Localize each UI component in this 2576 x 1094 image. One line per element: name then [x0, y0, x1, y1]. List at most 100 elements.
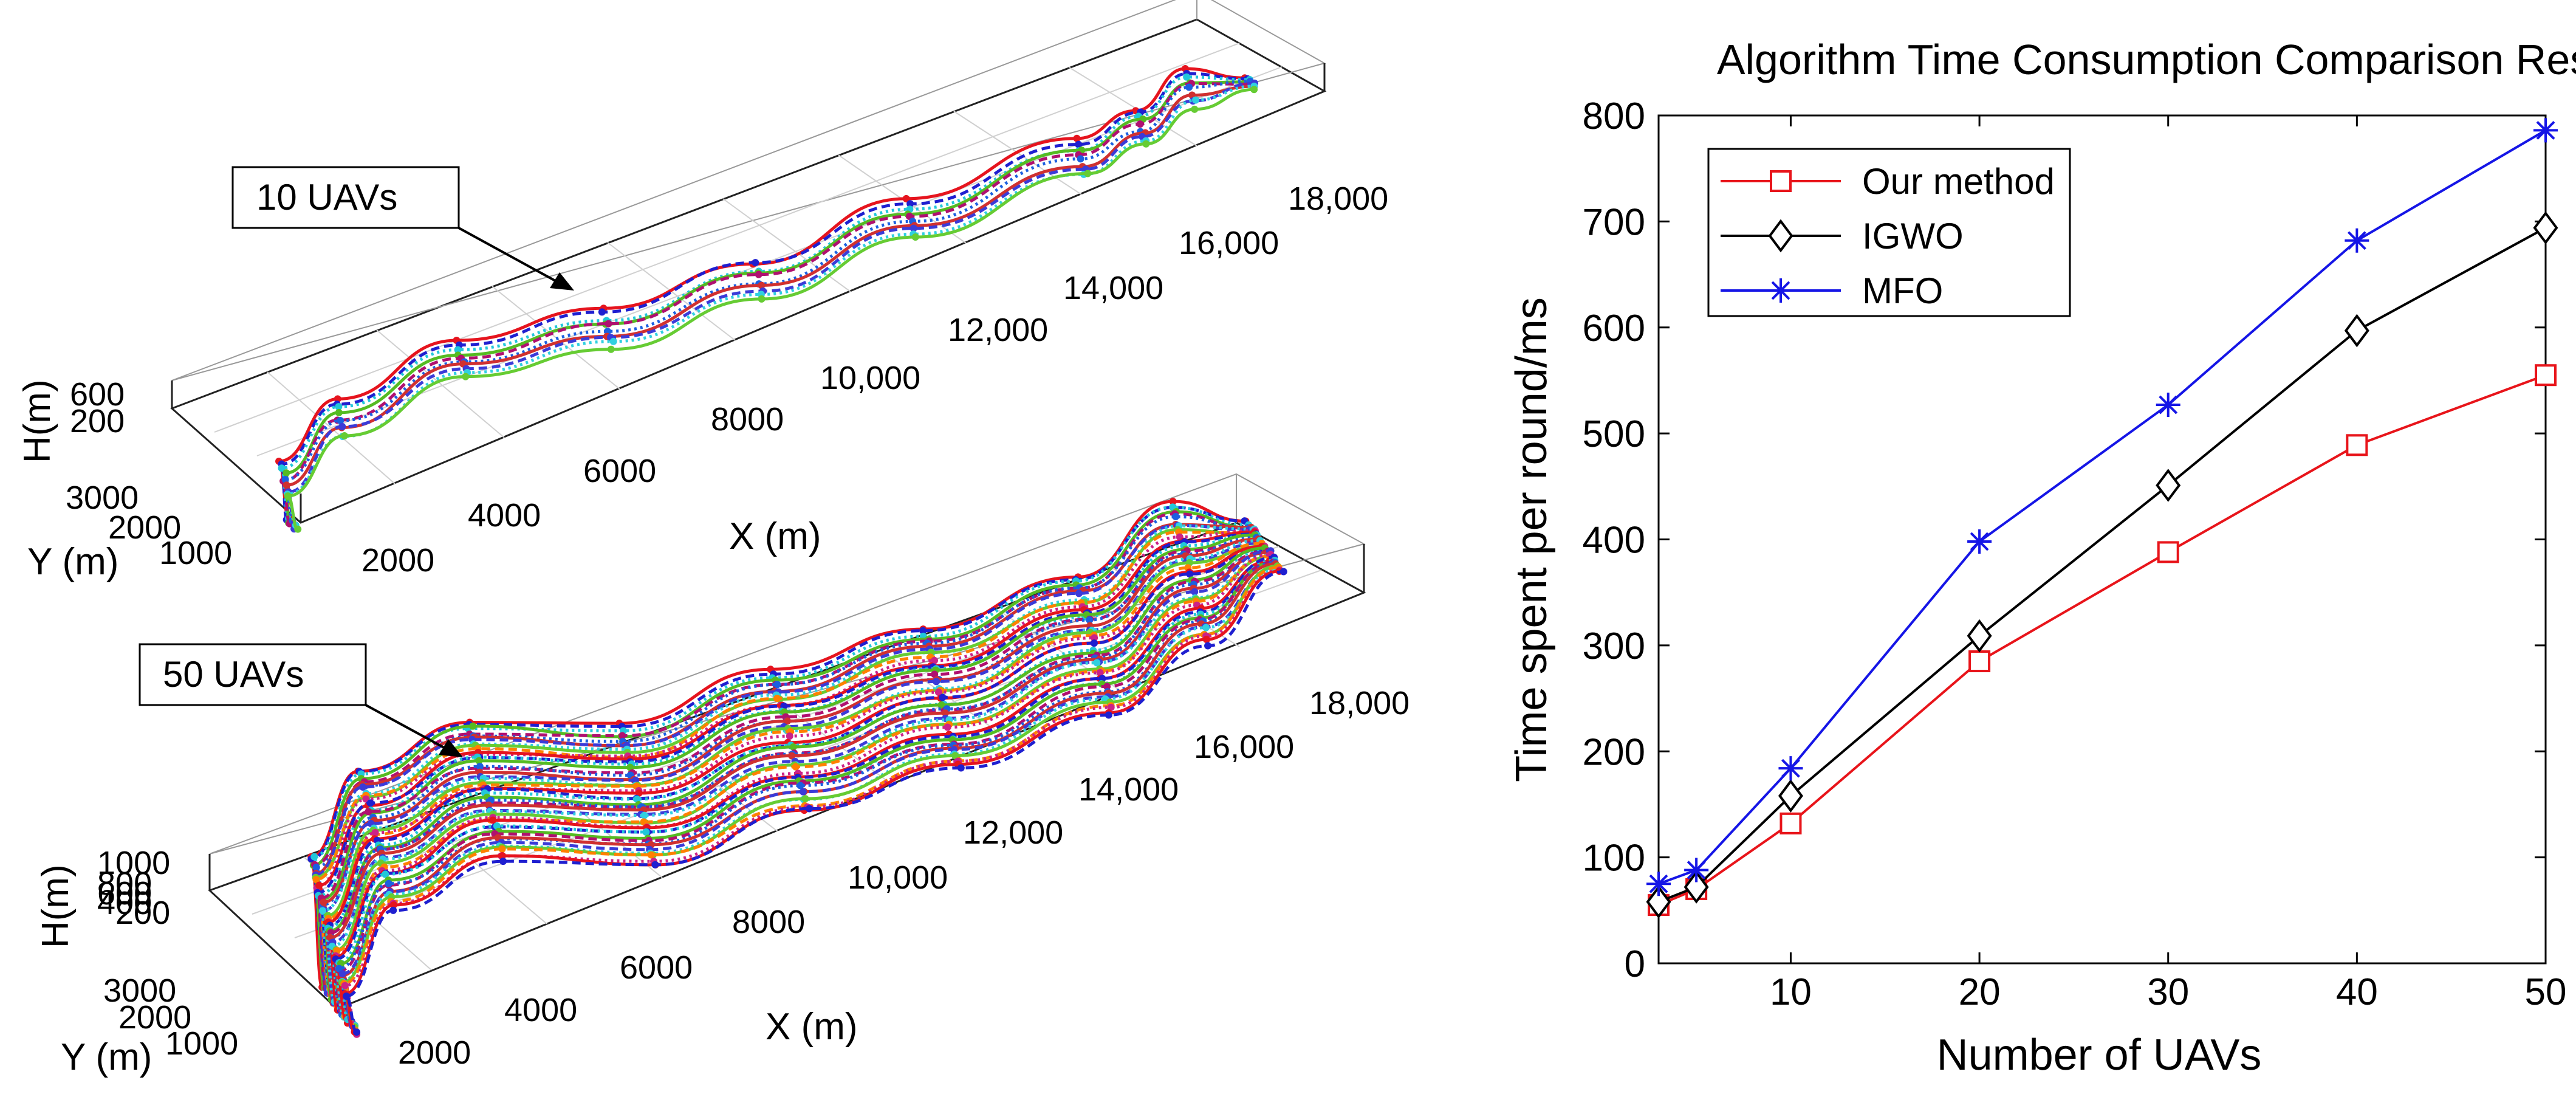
uav-waypoint [334, 395, 341, 403]
uav-path [334, 552, 1271, 1020]
uav-path [323, 542, 1261, 1005]
data-point [2533, 211, 2558, 245]
y-tick-label: 600 [1583, 308, 1645, 349]
uav-waypoint [642, 828, 650, 836]
uav-waypoint [792, 763, 800, 771]
uav-waypoint [783, 717, 791, 725]
data-point [1684, 858, 1709, 882]
uav-waypoint [911, 233, 919, 241]
uav-waypoint [902, 194, 910, 202]
uav-waypoint [1075, 140, 1083, 148]
data-point [2345, 228, 2369, 253]
uav-path [339, 561, 1272, 1027]
x-tick-label: 10 [1770, 971, 1812, 1013]
uav-path [342, 565, 1279, 1032]
uav-waypoint [1136, 120, 1144, 128]
uav-waypoint [353, 1028, 361, 1036]
uav-waypoint [1075, 590, 1083, 597]
uav-path [327, 545, 1265, 1011]
top-x-tick: 2000 [361, 542, 434, 579]
uav-waypoint [1191, 588, 1199, 596]
legend-box [1707, 148, 2071, 317]
top-x-tick: 8000 [711, 401, 784, 438]
uav-path [343, 568, 1280, 1036]
bottom-z-tick: 800 [97, 865, 152, 902]
legend-marker [1770, 170, 1792, 192]
uav-waypoint [498, 845, 506, 853]
uav-waypoint [278, 464, 286, 472]
bottom-uav-paths [307, 498, 1287, 1038]
bottom-z-tick: 600 [97, 875, 152, 912]
top-y-tick: 1000 [159, 535, 232, 571]
bottom-z-tick: 400 [97, 885, 152, 921]
uav-waypoint [359, 783, 367, 791]
uav-waypoint [773, 681, 781, 689]
data-point [1684, 870, 1709, 904]
uav-waypoint [598, 308, 606, 316]
y-tick-label: 0 [1625, 943, 1645, 985]
series-mfo [1646, 118, 2558, 896]
uav-path [331, 554, 1271, 1019]
uav-path [321, 538, 1260, 1003]
uav-waypoint [1169, 498, 1177, 506]
bottom-x-tick: 18,000 [1309, 685, 1410, 721]
uav-waypoint [934, 689, 942, 697]
top-x-tick: 10,000 [820, 360, 920, 396]
top-callout-label: 10 UAVs [256, 177, 397, 218]
uav-waypoint [1279, 568, 1287, 576]
legend-marker [1769, 278, 1793, 303]
uav-waypoint [319, 907, 327, 915]
uav-waypoint [493, 822, 501, 830]
bottom-x-tick: 12,000 [963, 814, 1063, 851]
uav-waypoint [773, 695, 781, 703]
uav-path [337, 561, 1275, 1025]
data-point [1967, 529, 1992, 554]
data-point [2156, 393, 2180, 418]
uav-waypoint [340, 432, 348, 440]
data-point [2344, 314, 2369, 348]
uav-path [338, 560, 1273, 1025]
top-3d-plot: 2000 4000 6000 8000 10,000 12,000 14,000… [16, 0, 1388, 583]
x-axis-label: Number of UAVs [1937, 1031, 2262, 1079]
legend-label: Our method [1862, 161, 2055, 202]
uav-waypoint [337, 416, 344, 424]
uav-waypoint [469, 722, 477, 730]
uav-waypoint [758, 281, 766, 289]
top-uav-paths [275, 65, 1259, 533]
y-tick-label: 500 [1583, 413, 1645, 455]
uav-waypoint [755, 270, 762, 278]
legend-label: IGWO [1862, 216, 1964, 256]
uav-waypoint [1172, 513, 1180, 521]
uav-waypoint [312, 864, 320, 872]
uav-path [281, 82, 1250, 526]
uav-waypoint [312, 876, 320, 884]
uav-waypoint [365, 808, 372, 816]
uav-waypoint [366, 799, 374, 807]
bottom-z-tick: 200 [115, 895, 170, 931]
series-igwo [1646, 211, 2558, 919]
uav-waypoint [284, 492, 292, 500]
bottom-y-label: Y (m) [61, 1036, 152, 1078]
uav-path [341, 565, 1278, 1028]
uav-path [330, 552, 1269, 1016]
top-x-tick: 16,000 [1179, 225, 1279, 261]
bottom-x-tick: 8000 [732, 904, 805, 940]
top-y-label: Y (m) [27, 541, 118, 583]
uav-path [317, 530, 1255, 999]
y-tick-label: 300 [1583, 625, 1645, 667]
uav-path [316, 532, 1256, 1000]
uav-waypoint [315, 881, 323, 889]
uav-waypoint [801, 795, 809, 803]
uav-waypoint [909, 224, 917, 232]
uav-path [320, 539, 1258, 1005]
uav-waypoint [310, 853, 318, 861]
y-tick-label: 100 [1583, 838, 1645, 879]
uav-waypoint [475, 757, 483, 765]
uav-waypoint [320, 898, 327, 906]
top-z-tick: 200 [70, 403, 125, 439]
data-point [1646, 872, 1671, 896]
top-z-label: H(m) [16, 379, 58, 463]
bottom-x-tick: 10,000 [848, 859, 948, 896]
uav-path [315, 529, 1255, 995]
data-point [2156, 469, 2181, 502]
